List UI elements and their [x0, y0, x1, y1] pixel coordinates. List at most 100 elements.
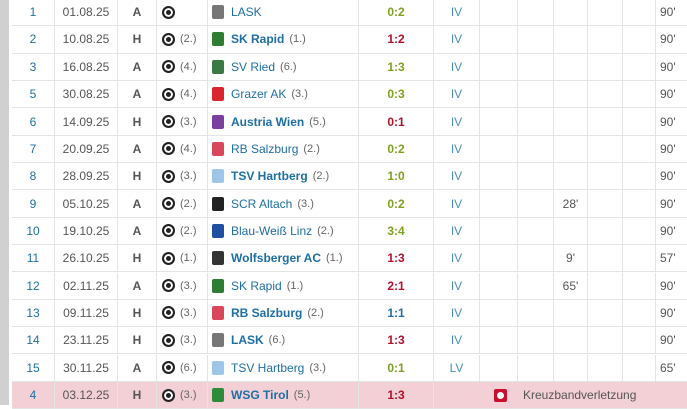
result-link[interactable]: 1:3 [358, 327, 433, 354]
opponent-logo-icon[interactable] [212, 278, 224, 293]
own-team-cell: (2.) [156, 26, 207, 53]
venue: H [117, 381, 156, 409]
goal-minute: 65' [553, 272, 587, 299]
stat-cell-2 [517, 163, 553, 190]
opponent-cell: SK Rapid (1.) [207, 272, 358, 299]
opponent-logo-icon[interactable] [212, 360, 224, 375]
own-club-logo-icon[interactable] [162, 5, 175, 19]
matchday-link[interactable]: 9 [29, 196, 37, 211]
matchday-link[interactable]: 15 [26, 360, 40, 375]
own-club-logo-icon[interactable] [162, 197, 175, 211]
opponent-logo-icon[interactable] [212, 59, 224, 74]
table-row: 1 01.08.25 A LASK 0:2 IV 90' [12, 0, 687, 27]
own-club-logo-icon[interactable] [162, 388, 175, 402]
match-date: 23.11.25 [54, 327, 117, 354]
own-club-logo-icon[interactable] [162, 306, 175, 320]
result-link[interactable]: 0:1 [358, 108, 433, 135]
matchday-link[interactable]: 6 [29, 114, 37, 129]
opponent-link[interactable]: RB Salzburg [231, 141, 299, 156]
matchday-link[interactable]: 14 [26, 333, 40, 348]
match-date: 28.09.25 [54, 163, 117, 190]
matchday-link[interactable]: 8 [29, 169, 37, 184]
opponent-logo-icon[interactable] [212, 5, 224, 20]
result-link[interactable]: 1:3 [358, 53, 433, 80]
own-team-cell: (2.) [156, 190, 207, 217]
result-link[interactable]: 0:3 [358, 81, 433, 108]
own-club-logo-icon[interactable] [162, 32, 175, 46]
table-row: 3 16.08.25 A (4.) SV Ried (6.) 1:3 IV 90' [12, 53, 687, 81]
table-row: 10 19.10.25 A (2.) Blau-Weiß Linz (2.) 3:4 IV 90… [12, 217, 687, 246]
opponent-rank: (6.) [268, 334, 286, 347]
opponent-logo-icon[interactable] [212, 141, 224, 156]
result-link[interactable]: 1:3 [358, 245, 433, 272]
own-club-logo-icon[interactable] [162, 333, 175, 347]
opponent-logo-icon[interactable] [212, 305, 224, 320]
opponent-link[interactable]: LASK [231, 5, 262, 20]
matchday-link[interactable]: 12 [26, 278, 40, 293]
opponent-logo-icon[interactable] [212, 87, 224, 102]
opponent-link[interactable]: TSV Hartberg [231, 169, 308, 184]
opponent-logo-icon[interactable] [212, 388, 224, 403]
result-link[interactable]: 0:2 [358, 190, 433, 217]
result-link[interactable]: 2:1 [358, 272, 433, 299]
own-club-logo-icon[interactable] [162, 279, 175, 293]
opponent-link[interactable]: Grazer AK [231, 87, 287, 102]
own-club-logo-icon[interactable] [162, 87, 175, 101]
stat-cell-1 [479, 217, 517, 245]
opponent-rank: (2.) [317, 224, 334, 237]
venue: A [117, 53, 156, 80]
result-link[interactable]: 0:2 [358, 0, 433, 26]
opponent-link[interactable]: WSG Tirol [231, 388, 289, 403]
matchday-link[interactable]: 2 [29, 32, 37, 47]
stat-cell-1 [479, 299, 517, 327]
opponent-link[interactable]: SV Ried [231, 59, 276, 74]
result-link[interactable]: 1:3 [358, 381, 433, 409]
own-club-logo-icon[interactable] [162, 224, 175, 238]
opponent-rank: (3.) [309, 361, 326, 374]
opponent-logo-icon[interactable] [212, 114, 224, 129]
own-club-logo-icon[interactable] [162, 251, 175, 265]
matchday-link[interactable]: 10 [26, 223, 40, 238]
opponent-link[interactable]: SCR Altach [231, 196, 293, 211]
opponent-link[interactable]: SK Rapid [231, 32, 285, 47]
result-link[interactable]: 1:1 [358, 299, 433, 327]
result-link[interactable]: 0:2 [358, 135, 433, 163]
opponent-logo-icon[interactable] [212, 251, 224, 266]
opponent-logo-icon[interactable] [212, 169, 224, 184]
matchday-link[interactable]: 4 [29, 388, 37, 403]
matchday-link[interactable]: 13 [26, 305, 40, 320]
own-club-logo-icon[interactable] [162, 60, 175, 74]
opponent-link[interactable]: LASK [231, 333, 264, 348]
result-link[interactable]: 1:2 [358, 26, 433, 53]
opponent-logo-icon[interactable] [212, 196, 224, 211]
opponent-rank: (3.) [297, 197, 314, 210]
result-link[interactable]: 3:4 [358, 217, 433, 245]
matchday-link[interactable]: 7 [29, 141, 37, 156]
opponent-logo-icon[interactable] [212, 223, 224, 238]
own-club-logo-icon[interactable] [162, 115, 175, 129]
opponent-logo-icon[interactable] [212, 32, 224, 47]
opponent-link[interactable]: RB Salzburg [231, 305, 303, 320]
opponent-link[interactable]: Austria Wien [231, 114, 305, 129]
opponent-link[interactable]: TSV Hartberg [231, 360, 305, 375]
position: IV [433, 135, 479, 163]
matchday-link[interactable]: 3 [29, 59, 37, 74]
stat-cell-5 [622, 108, 655, 135]
opponent-link[interactable]: Wolfsberger AC [231, 251, 322, 266]
result-link[interactable]: 0:1 [358, 354, 433, 381]
own-club-logo-icon[interactable] [162, 169, 175, 183]
stat-cell-2 [517, 53, 553, 80]
matchday-link[interactable]: 11 [26, 251, 40, 266]
own-club-logo-icon[interactable] [162, 142, 175, 156]
opponent-logo-icon[interactable] [212, 333, 224, 348]
opponent-link[interactable]: SK Rapid [231, 278, 282, 293]
matchday-link[interactable]: 5 [29, 87, 37, 102]
goal-minute [553, 108, 587, 135]
match-date: 10.08.25 [54, 26, 117, 53]
opponent-link[interactable]: Blau-Weiß Linz [231, 223, 313, 238]
stat-cell-1 [479, 272, 517, 299]
own-club-logo-icon[interactable] [162, 361, 175, 375]
stat-cell-2 [517, 108, 553, 135]
matchday-link[interactable]: 1 [29, 5, 37, 20]
result-link[interactable]: 1:0 [358, 163, 433, 190]
